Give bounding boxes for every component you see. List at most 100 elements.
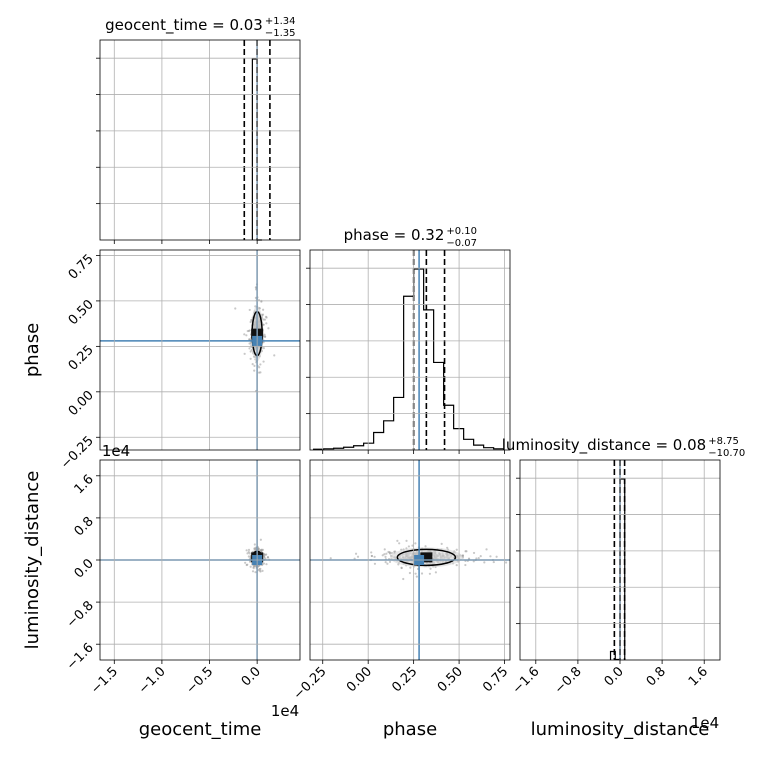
scatter-panel-geocent_time-phase [100, 250, 300, 450]
scatter-point [262, 323, 265, 326]
hist-panel-geocent_time: geocent_time = 0.03 +1.34−1.35 [96, 16, 296, 241]
scatter-point [243, 352, 246, 355]
scatter-point [483, 561, 486, 564]
scatter-point [465, 550, 468, 553]
scatter-point [373, 562, 377, 565]
scatter-point [273, 354, 276, 357]
scatter-point [254, 564, 257, 567]
y-tick-label-luminosity_distance: 0.0 [72, 556, 97, 581]
title-phase: phase = 0.32 +0.10−0.07 [344, 226, 477, 249]
title-minus-geocent_time: −1.35 [265, 28, 296, 39]
scatter-point [248, 342, 251, 345]
scatter-point [254, 546, 257, 549]
x-offset-geocent_time: 1e4 [271, 702, 299, 720]
scatter-point [373, 555, 376, 558]
scatter-point [455, 548, 458, 551]
scatter-point [415, 575, 418, 578]
scatter-point [244, 561, 247, 564]
scatter-point [390, 551, 393, 555]
x-tick-label-phase: 0.75 [480, 664, 511, 695]
scatter-point [264, 315, 268, 318]
scatter-point [384, 555, 387, 558]
hist-bar-phase [313, 268, 505, 450]
scatter-point [485, 548, 488, 551]
x-tick-label-phase: 0.50 [435, 664, 466, 695]
hist-panel-phase: phase = 0.32 +0.10−0.07 [306, 226, 505, 450]
scatter-point [405, 539, 408, 542]
x-tick-label-luminosity_distance: −0.8 [552, 664, 585, 697]
scatter-point [409, 566, 412, 569]
y-tick-label-phase: 0.25 [66, 343, 97, 374]
scatter-point [266, 556, 270, 559]
scatter-point [472, 551, 476, 555]
scatter-point [259, 363, 262, 366]
hist-frame-phase [309, 249, 511, 451]
hist-frame-geocent_time [99, 39, 301, 241]
scatter-point [420, 572, 424, 575]
scatter-point [259, 570, 262, 573]
x-tick-label-luminosity_distance: −1.6 [510, 664, 543, 697]
scatter-point [264, 553, 267, 556]
x-axis-label-geocent_time: geocent_time [139, 719, 262, 740]
scatter-point [263, 333, 266, 336]
x-axis-label-phase: phase [383, 719, 437, 740]
scatter-point [489, 555, 492, 558]
scatter-point [370, 554, 373, 558]
scatter-point [243, 333, 246, 336]
scatter-point [383, 553, 386, 556]
scatter-point [259, 538, 262, 541]
scatter-point [383, 548, 386, 551]
title-plus-geocent_time: +1.34 [265, 16, 296, 27]
x-axis-label-luminosity_distance: luminosity_distance [531, 719, 710, 740]
scatter-point [265, 563, 268, 566]
scatter-point [446, 546, 449, 549]
title-minus-phase: −0.07 [446, 238, 477, 249]
y-tick-label-luminosity_distance: 0.8 [72, 514, 97, 539]
scatter-point [411, 544, 414, 547]
title-luminosity_distance: luminosity_distance = 0.08 +8.75−10.70 [502, 436, 745, 459]
scatter-point [408, 571, 411, 575]
scatter-point [262, 562, 266, 565]
y-tick-label-phase: −0.25 [58, 433, 97, 472]
y-offset-luminosity_distance: 1e4 [102, 442, 130, 460]
scatter-point [263, 335, 267, 338]
scatter-point [356, 555, 360, 558]
scatter-point [262, 360, 265, 363]
scatter-point [428, 572, 432, 575]
density-contour [396, 548, 457, 567]
x-tick-label-phase: 0.25 [389, 664, 420, 695]
scatter-point [370, 551, 373, 554]
x-tick-label-geocent_time: −1.5 [88, 664, 121, 697]
scatter-point [245, 563, 248, 567]
scatter-point [504, 561, 508, 564]
density-peak [420, 552, 433, 563]
title-geocent_time: geocent_time = 0.03 +1.34−1.35 [105, 16, 295, 39]
scatter-point [245, 549, 248, 552]
scatter-panel-phase-luminosity_distance [310, 460, 510, 660]
scatter-point [402, 577, 405, 581]
scatter-point [405, 547, 408, 550]
x-tick-label-luminosity_distance: 0.0 [602, 664, 627, 689]
scatter-point [467, 557, 471, 560]
title-minus-luminosity_distance: −10.70 [708, 448, 745, 459]
x-tick-label-geocent_time: 0.0 [239, 664, 264, 689]
scatter-point [253, 364, 256, 367]
scatter-point [249, 357, 252, 360]
scatter-point [249, 350, 252, 353]
scatter-point [260, 548, 263, 552]
y-tick-label-luminosity_distance: 1.6 [72, 472, 97, 497]
y-tick-label-phase: 0.50 [66, 297, 97, 328]
title-plus-luminosity_distance: +8.75 [708, 436, 739, 447]
y-tick-label-luminosity_distance: −1.6 [64, 640, 97, 673]
scatter-point [251, 363, 254, 366]
title-plus-phase: +0.10 [446, 226, 477, 237]
title-main-phase: phase = 0.32 [344, 226, 445, 244]
scatter-point [381, 554, 384, 557]
x-offset-luminosity_distance: 1e4 [691, 714, 719, 732]
scatter-point [258, 567, 261, 571]
scatter-point [262, 347, 265, 350]
scatter-point [440, 542, 443, 545]
x-tick-label-geocent_time: −1.0 [136, 664, 169, 697]
y-axis-label-phase: phase [22, 323, 43, 377]
